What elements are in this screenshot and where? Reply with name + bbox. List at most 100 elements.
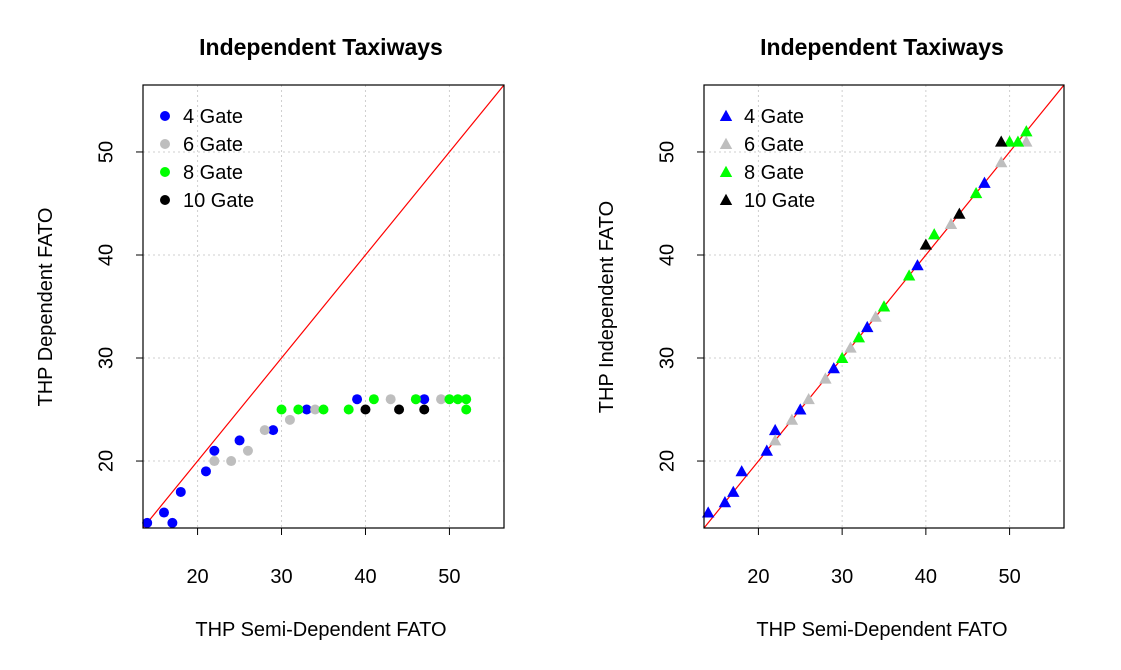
left-point-6-gate-5	[310, 404, 321, 415]
right-x-tick-label-40: 40	[915, 566, 937, 588]
left-point-4-gate-3	[175, 486, 186, 497]
right-point-8-gate-0	[835, 351, 849, 363]
left-x-tick-label-40: 40	[354, 566, 376, 588]
left-y-tick-label-40: 40	[95, 244, 117, 266]
right-legend: 4 Gate 6 Gate 8 Gate 10 Gate	[719, 106, 815, 212]
right-legend-label-10-gate: 10 Gate	[744, 190, 815, 212]
right-point-8-gate-6	[1003, 135, 1016, 147]
right-point-4-gate-10	[978, 176, 991, 188]
left-point-4-gate-6	[234, 435, 245, 446]
right-point-6-gate-7	[995, 156, 1008, 168]
left-legend: 4 Gate 6 Gate 8 Gate 10 Gate	[160, 106, 254, 212]
left-point-4-gate-0	[142, 517, 153, 528]
left-point-6-gate-8	[436, 394, 447, 405]
left-point-4-gate-2	[167, 517, 178, 528]
left-point-10-gate-2	[419, 404, 430, 415]
right-point-4-gate-2	[727, 485, 740, 497]
left-point-6-gate-1	[226, 456, 237, 467]
right-y-tick-label-30: 30	[656, 347, 678, 369]
right-grid	[704, 85, 1064, 528]
right-point-4-gate-3	[735, 465, 748, 477]
right-y-axis: 20 30 40 50	[656, 141, 705, 472]
right-point-4-gate-8	[861, 320, 874, 333]
left-point-6-gate-4	[284, 414, 295, 425]
left-point-8-gate-9	[461, 404, 472, 415]
left-point-8-gate-7	[452, 394, 463, 405]
right-point-4-gate-4	[760, 444, 773, 456]
left-x-tick-label-20: 20	[186, 566, 208, 588]
right-point-6-gate-3	[819, 372, 832, 384]
right-point-8-gate-2	[877, 300, 891, 312]
left-point-8-gate-6	[444, 394, 455, 405]
left-point-8-gate-8	[461, 394, 472, 405]
right-point-6-gate-2	[802, 393, 815, 405]
right-point-6-gate-4	[844, 341, 857, 353]
left-legend-label-4-gate: 4 Gate	[183, 106, 243, 128]
right-point-4-gate-1	[718, 496, 732, 508]
left-x-axis-label: THP Semi-Dependent FATO	[195, 619, 446, 641]
right-point-4-gate-7	[827, 362, 840, 374]
left-point-8-gate-5	[410, 394, 421, 405]
right-point-4-gate-6	[794, 403, 807, 415]
left-chart-title: Independent Taxiways	[199, 34, 443, 60]
right-legend-marker-6-gate	[719, 137, 733, 149]
left-y-tick-label-30: 30	[95, 347, 117, 369]
right-y-axis-label: THP Independent FATO	[596, 201, 618, 413]
left-point-4-gate-1	[158, 507, 169, 518]
left-point-4-gate-8	[301, 404, 312, 415]
right-point-8-gate-8	[1020, 125, 1033, 137]
right-point-6-gate-0	[768, 434, 782, 446]
right-point-8-gate-4	[928, 228, 941, 240]
right-point-8-gate-1	[852, 331, 866, 343]
right-legend-marker-10-gate	[719, 193, 733, 205]
right-point-8-gate-3	[902, 269, 916, 281]
left-reference-line	[142, 84, 505, 529]
left-y-axis-label: THP Dependent FATO	[35, 208, 57, 407]
left-point-4-gate-10	[419, 394, 430, 405]
left-legend-marker-6-gate	[160, 139, 170, 149]
left-point-8-gate-2	[318, 404, 329, 415]
left-point-8-gate-0	[276, 404, 287, 415]
right-point-4-gate-9	[911, 259, 924, 271]
right-legend-label-8-gate: 8 Gate	[744, 162, 804, 184]
left-point-6-gate-6	[385, 394, 396, 405]
left-point-4-gate-9	[352, 394, 363, 405]
left-points	[142, 394, 472, 528]
left-legend-marker-4-gate	[160, 111, 170, 121]
right-points	[701, 125, 1033, 518]
left-y-tick-label-50: 50	[95, 141, 117, 163]
right-x-tick-label-20: 20	[747, 566, 769, 588]
right-point-4-gate-0	[701, 506, 715, 518]
right-point-4-gate-5	[768, 423, 782, 436]
left-point-8-gate-4	[368, 394, 379, 405]
left-scatter-panel: Independent Taxiways THP Semi-Dependent …	[35, 34, 505, 641]
right-scatter-panel: Independent Taxiways THP Semi-Dependent …	[596, 34, 1065, 641]
left-legend-label-8-gate: 8 Gate	[183, 162, 243, 184]
left-legend-label-6-gate: 6 Gate	[183, 134, 243, 156]
right-y-tick-label-50: 50	[656, 141, 678, 163]
right-point-8-gate-5	[969, 186, 983, 199]
left-point-4-gate-4	[200, 466, 211, 477]
left-point-6-gate-3	[259, 425, 270, 436]
right-legend-marker-8-gate	[719, 165, 733, 177]
left-grid	[143, 85, 504, 528]
right-x-axis: 20 30 40 50	[747, 527, 1021, 588]
left-legend-label-10-gate: 10 Gate	[183, 190, 254, 212]
left-point-8-gate-1	[293, 404, 304, 415]
left-point-6-gate-0	[209, 456, 220, 467]
left-x-axis: 20 30 40 50	[186, 527, 461, 588]
right-y-tick-label-20: 20	[656, 450, 678, 472]
right-point-8-gate-7	[1011, 135, 1025, 147]
right-chart-title: Independent Taxiways	[760, 34, 1004, 60]
right-point-10-gate-1	[953, 207, 966, 219]
right-x-tick-label-30: 30	[831, 566, 853, 588]
right-y-tick-label-40: 40	[656, 244, 678, 266]
left-point-10-gate-1	[394, 404, 405, 415]
right-x-axis-label: THP Semi-Dependent FATO	[756, 619, 1007, 641]
left-point-8-gate-3	[343, 404, 354, 415]
left-legend-marker-10-gate	[160, 195, 170, 205]
left-point-4-gate-7	[268, 425, 279, 436]
right-point-6-gate-5	[869, 310, 882, 322]
left-x-tick-label-50: 50	[438, 566, 460, 588]
